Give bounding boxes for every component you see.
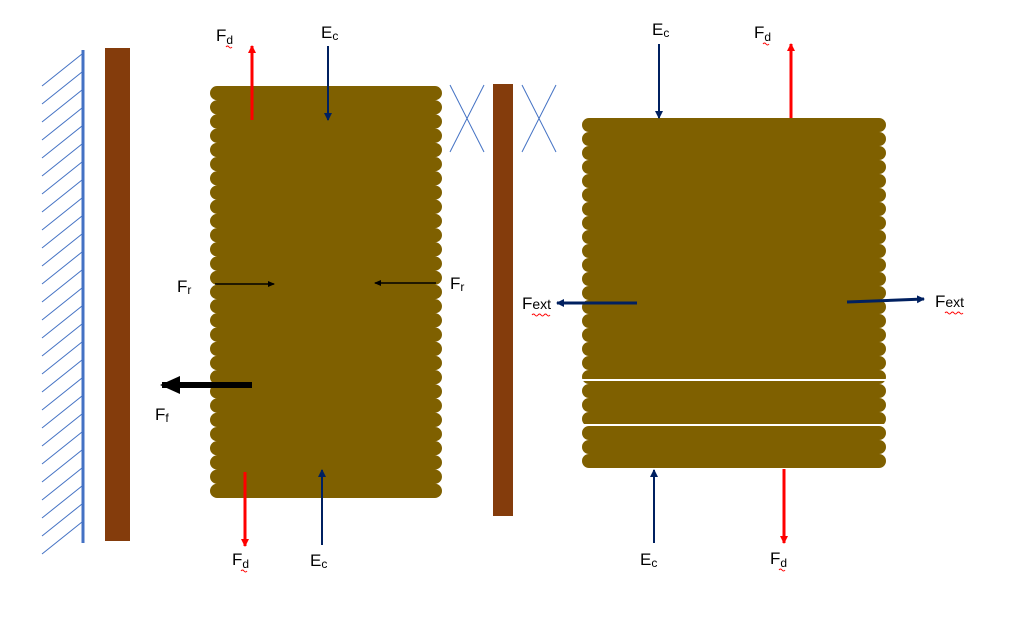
hatch-line [41, 71, 83, 105]
left-block [210, 85, 443, 498]
hatch-line [41, 89, 83, 123]
hatch-line [41, 53, 83, 87]
hatch-line [41, 413, 83, 447]
hatch-line [41, 215, 83, 249]
wall-hatching [41, 53, 83, 555]
hatch-line [41, 179, 83, 213]
svg-text:Fr: Fr [177, 277, 191, 297]
left-plate [105, 48, 130, 541]
label-ff: Ff [155, 405, 169, 425]
svg-text:Ff: Ff [155, 405, 169, 425]
svg-text:Ec: Ec [640, 550, 657, 570]
middle-plate [493, 84, 513, 516]
svg-text:Fd: Fd [770, 549, 787, 570]
label-fd-right-bottom: Fd [770, 549, 787, 572]
hatch-line [41, 449, 83, 483]
hatch-line [41, 431, 83, 465]
hatch-line [41, 161, 83, 195]
cross-marks [449, 84, 557, 153]
hatch-line [41, 287, 83, 321]
hatch-line [41, 143, 83, 177]
svg-text:Fr: Fr [450, 274, 464, 294]
svg-text:Fext: Fext [522, 294, 551, 313]
label-ec-right-top: Ec [652, 20, 669, 40]
hatch-line [41, 377, 83, 411]
hatch-line [41, 125, 83, 159]
label-fd-left-top: Fd [216, 26, 233, 49]
hatch-line [41, 521, 83, 555]
svg-text:Fd: Fd [754, 23, 771, 44]
label-fd-right-top: Fd [754, 23, 771, 46]
hatch-line [41, 359, 83, 393]
label-fext-left: Fext [522, 294, 551, 317]
svg-text:Ec: Ec [321, 23, 338, 43]
svg-text:Fd: Fd [216, 26, 233, 47]
block-body [210, 85, 443, 498]
hatch-line [41, 323, 83, 357]
hatch-line [41, 341, 83, 375]
svg-text:Fext: Fext [935, 292, 964, 311]
label-fd-left-bottom: Fd [232, 550, 249, 573]
label-fr-left: Fr [177, 277, 191, 297]
svg-text:Fd: Fd [232, 550, 249, 571]
right-block [582, 118, 886, 468]
label-ec-left-bottom: Ec [310, 551, 327, 571]
hatch-line [41, 485, 83, 519]
hatch-line [41, 269, 83, 303]
label-fext-right: Fext [935, 292, 964, 315]
fext-arrow-right [846, 295, 925, 304]
hatch-line [41, 233, 83, 267]
hatch-line [41, 467, 83, 501]
hatch-line [41, 251, 83, 285]
svg-text:Ec: Ec [310, 551, 327, 571]
label-ec-left-top: Ec [321, 23, 338, 43]
block-body [582, 118, 886, 468]
hatch-line [41, 503, 83, 537]
hatch-line [41, 305, 83, 339]
hatch-line [41, 197, 83, 231]
svg-text:Ec: Ec [652, 20, 669, 40]
hatch-line [41, 395, 83, 429]
hatch-line [41, 107, 83, 141]
label-ec-right-bottom: Ec [640, 550, 657, 570]
label-fr-right: Fr [450, 274, 464, 294]
